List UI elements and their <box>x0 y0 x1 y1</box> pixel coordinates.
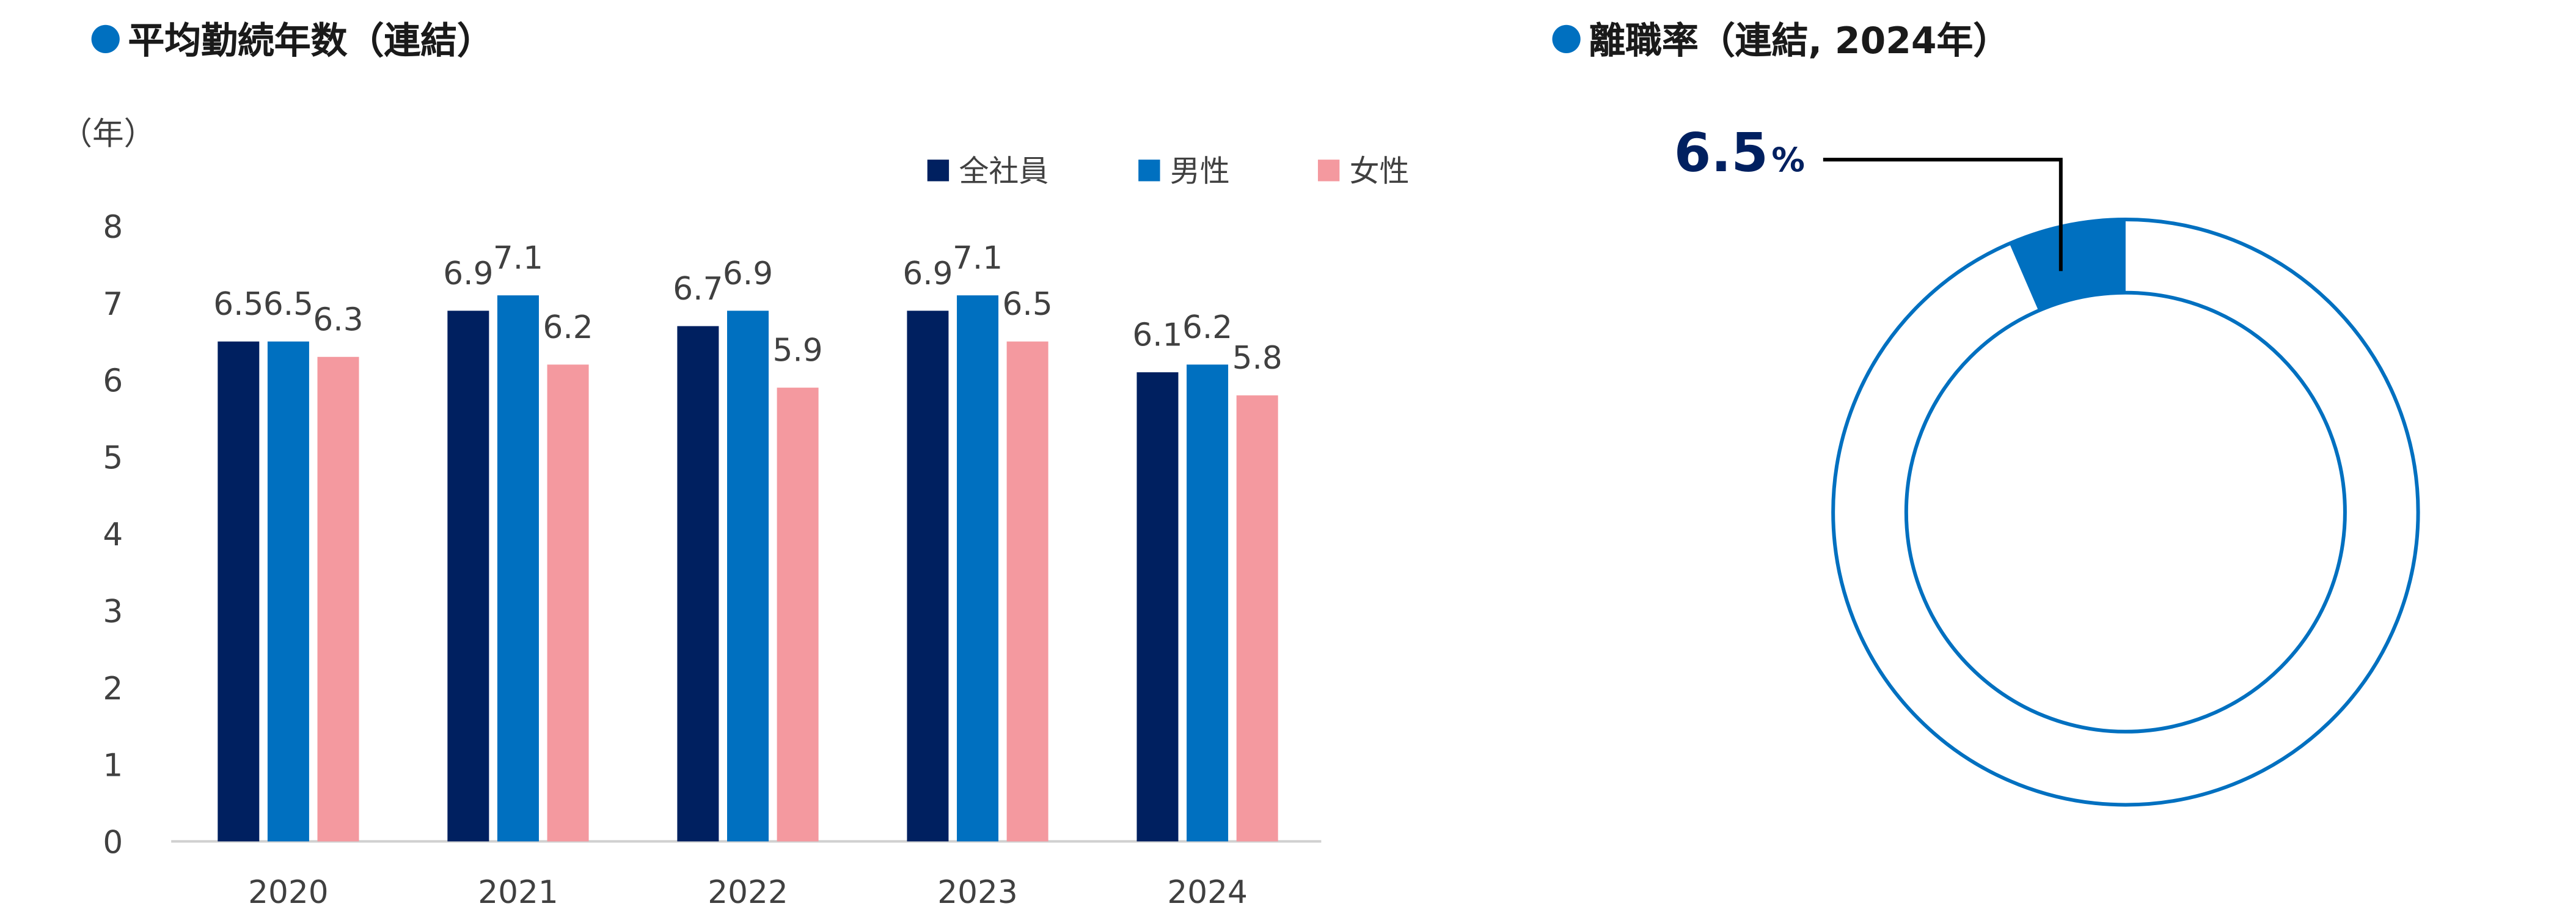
legend-label: 男性 <box>1170 153 1230 188</box>
bar <box>957 295 999 842</box>
legend: 全社員 男性 女性 <box>927 153 1410 188</box>
bar-value-label: 7.1 <box>493 240 543 277</box>
turnover-value: 6.5 <box>1674 122 1768 184</box>
bar-value-label: 6.5 <box>213 286 263 323</box>
bar-series <box>218 295 1278 842</box>
y-tick-label: 7 <box>103 286 123 323</box>
bar-value-label: 6.3 <box>313 301 363 338</box>
bullet-icon <box>91 24 120 53</box>
bar-value-label: 6.9 <box>723 256 773 292</box>
legend-label: 女性 <box>1350 153 1410 188</box>
y-axis-unit-label: （年） <box>60 116 155 153</box>
turnover-value-label: 6.5% <box>1674 122 1805 184</box>
bar <box>1006 341 1048 842</box>
y-tick-label: 6 <box>103 363 123 400</box>
legend-label: 全社員 <box>959 153 1048 188</box>
bar-value-label: 6.1 <box>1132 317 1182 353</box>
bar <box>267 341 309 842</box>
donut-inner-ring <box>1904 290 2347 734</box>
bar <box>497 295 539 842</box>
bar-value-label: 6.9 <box>902 256 953 292</box>
bullet-icon <box>1552 24 1581 53</box>
bar <box>547 364 589 842</box>
bar <box>1236 395 1278 842</box>
turnover-title-text: 離職率（連結, 2024年） <box>1589 21 2010 64</box>
y-tick-label: 0 <box>103 824 123 861</box>
bar <box>907 311 949 842</box>
turnover-slice <box>2009 219 2126 311</box>
bar-value-label: 7.1 <box>953 240 1003 277</box>
turnover-unit: % <box>1771 141 1805 179</box>
legend-swatch <box>1138 160 1160 182</box>
tenure-chart-title: 平均勤続年数（連結） <box>91 10 494 66</box>
bar <box>727 311 769 842</box>
bar <box>1136 372 1179 842</box>
bar-value-label: 6.5 <box>1003 286 1053 323</box>
y-tick-label: 4 <box>103 517 123 553</box>
legend-swatch <box>1317 160 1340 182</box>
bar-value-label: 6.2 <box>1182 309 1232 346</box>
y-tick-label: 3 <box>103 594 123 630</box>
bar <box>777 388 819 842</box>
bar-value-label: 6.2 <box>543 309 593 346</box>
legend-swatch <box>927 160 950 182</box>
bar-value-label: 6.9 <box>443 256 493 292</box>
turnover-chart-title: 離職率（連結, 2024年） <box>1552 10 2010 66</box>
bar <box>1187 364 1229 842</box>
bar <box>447 311 489 842</box>
y-axis-ticks: 0 1 2 3 4 5 6 7 8 <box>103 209 123 861</box>
callout-line <box>1823 158 2063 271</box>
y-tick-label: 5 <box>103 440 123 476</box>
bar-value-label: 5.9 <box>773 333 823 369</box>
tenure-title-text: 平均勤続年数（連結） <box>128 21 494 64</box>
bar <box>317 356 359 842</box>
bar-value-label: 6.7 <box>673 271 723 308</box>
y-tick-label: 2 <box>103 671 123 707</box>
bar-value-label: 6.5 <box>263 286 313 323</box>
bar <box>218 341 260 842</box>
data-labels: 6.5 6.5 6.36.9 7.16.26.7 6.95.96.9 7.16.56.1 6… <box>213 240 1283 377</box>
bar <box>677 326 719 842</box>
y-tick-label: 1 <box>103 748 123 784</box>
y-tick-label: 8 <box>103 209 123 246</box>
bar-value-label: 5.8 <box>1232 340 1283 377</box>
donut-outer-ring <box>1831 218 2420 807</box>
